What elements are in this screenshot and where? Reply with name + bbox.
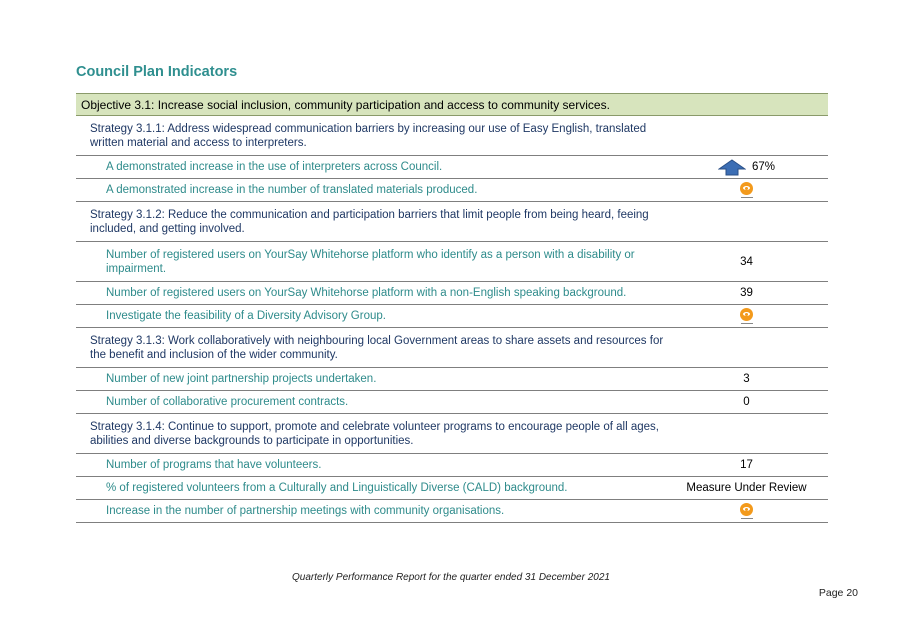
indicator-value: Measure Under Review — [686, 482, 807, 494]
indicator-value: 3 — [743, 373, 750, 385]
indicator-value: 34 — [740, 255, 753, 268]
arrow-up-icon — [717, 158, 746, 175]
indicator-row: A demonstrated increase in the use of in… — [76, 156, 828, 179]
indicator-row: Number of new joint partnership projects… — [76, 368, 828, 391]
strategy-text: Strategy 3.1.1: Address widespread commu… — [90, 123, 647, 149]
monitor-icon — [740, 181, 754, 199]
indicator-row: Number of registered users on YourSay Wh… — [76, 242, 828, 282]
report-footer: Quarterly Performance Report for the qua… — [292, 572, 610, 583]
indicator-value: 0 — [743, 396, 750, 408]
indicator-row: % of registered volunteers from a Cultur… — [76, 477, 828, 500]
indicator-text: % of registered volunteers from a Cultur… — [106, 482, 568, 494]
indicator-row: Investigate the feasibility of a Diversi… — [76, 305, 828, 328]
monitor-icon — [740, 307, 754, 325]
page-number: Page 20 — [818, 587, 858, 599]
indicators-table: Objective 3.1: Increase social inclusion… — [76, 93, 828, 523]
indicator-row: Number of collaborative procurement cont… — [76, 391, 828, 414]
monitor-icon — [740, 502, 754, 520]
indicator-row: Number of programs that have volunteers.… — [76, 454, 828, 477]
strategy-row: Strategy 3.1.3: Work collaboratively wit… — [76, 328, 828, 368]
strategy-row: Strategy 3.1.4: Continue to support, pro… — [76, 414, 828, 454]
indicator-text: Increase in the number of partnership me… — [106, 505, 505, 517]
strategy-row: Strategy 3.1.1: Address widespread commu… — [76, 116, 828, 156]
indicator-value: 17 — [740, 459, 753, 471]
objective-text: Objective 3.1: Increase social inclusion… — [81, 97, 610, 112]
strategy-text: Strategy 3.1.2: Reduce the communication… — [90, 209, 649, 235]
indicator-row: Number of registered users on YourSay Wh… — [76, 282, 828, 305]
indicator-text: Number of registered users on YourSay Wh… — [106, 287, 627, 299]
indicator-text: A demonstrated increase in the number of… — [106, 184, 478, 196]
indicator-value: 67% — [751, 161, 776, 173]
indicator-text: Investigate the feasibility of a Diversi… — [106, 310, 386, 322]
objective-header: Objective 3.1: Increase social inclusion… — [76, 93, 828, 116]
strategy-text: Strategy 3.1.4: Continue to support, pro… — [90, 421, 659, 447]
indicator-row: Increase in the number of partnership me… — [76, 500, 828, 523]
indicator-text: Number of programs that have volunteers. — [106, 459, 322, 471]
indicator-row: A demonstrated increase in the number of… — [76, 179, 828, 202]
indicator-value: 39 — [740, 287, 753, 299]
indicator-text: Number of collaborative procurement cont… — [106, 396, 349, 408]
indicator-text: Number of registered users on YourSay Wh… — [106, 248, 635, 275]
strategy-row: Strategy 3.1.2: Reduce the communication… — [76, 202, 828, 242]
indicator-text: A demonstrated increase in the use of in… — [106, 161, 443, 173]
page-title: Council Plan Indicators — [76, 64, 238, 80]
strategy-text: Strategy 3.1.3: Work collaboratively wit… — [90, 335, 664, 361]
indicator-text: Number of new joint partnership projects… — [106, 373, 377, 385]
